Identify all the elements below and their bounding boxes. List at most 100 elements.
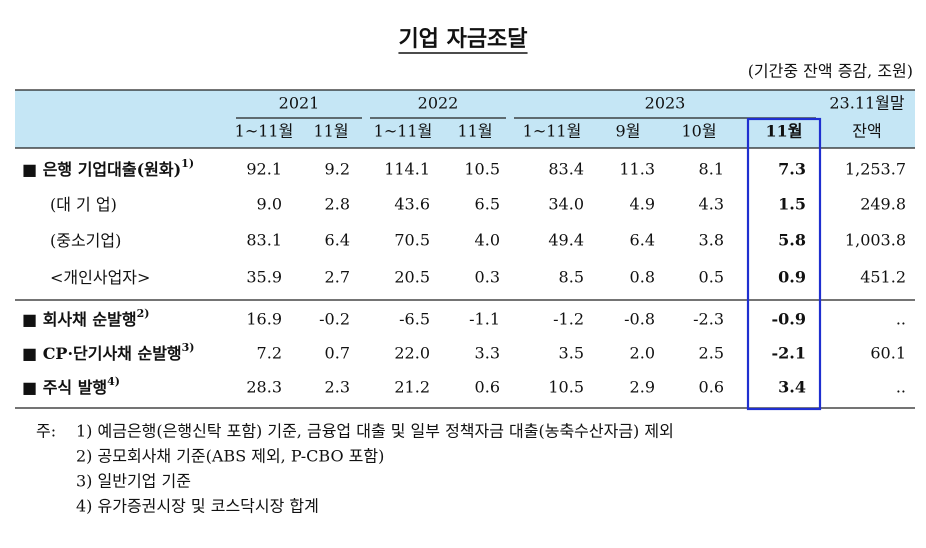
row-note: 2) (137, 307, 150, 320)
cell: 7.2 (257, 344, 282, 363)
cell: 6.4 (325, 231, 350, 250)
highlight-box (746, 117, 822, 411)
row-label-text: <개인사업자> (50, 268, 150, 287)
note: 1) 예금은행(은행신탁 포함) 기준, 금융업 대출 및 일부 정책자금 대출… (76, 422, 674, 441)
cell: 8.5 (559, 268, 584, 287)
cell: 1.5 (778, 195, 806, 214)
cell: 34.0 (548, 195, 584, 214)
title: 기업 자금조달 (398, 26, 527, 52)
cell: -0.8 (624, 310, 655, 329)
sub-header: 9월 (616, 122, 641, 141)
cell: -2.3 (693, 310, 724, 329)
cell: -0.2 (319, 310, 350, 329)
cell: 83.4 (548, 160, 584, 179)
note: 4) 유가증권시장 및 코스닥시장 합계 (76, 497, 319, 516)
cell: 114.1 (384, 160, 430, 179)
year-header: 2023 (645, 94, 686, 113)
cell: 9.2 (325, 160, 350, 179)
cell: 451.2 (860, 268, 906, 287)
cell: 16.9 (246, 310, 282, 329)
sub-header: 1~11월 (235, 122, 294, 141)
notes-prefix: 주: (36, 422, 56, 441)
cell: 0.8 (630, 268, 655, 287)
sub-header: 1~11월 (523, 122, 582, 141)
cell: 8.1 (699, 160, 724, 179)
cell: 0.5 (699, 268, 724, 287)
cell: 0.9 (778, 268, 806, 287)
cell: 9.0 (257, 195, 282, 214)
cell: 92.1 (246, 160, 282, 179)
sub-header: 10월 (681, 122, 716, 141)
cell: 43.6 (394, 195, 430, 214)
cell: 4.3 (699, 195, 724, 214)
cell: .. (896, 378, 906, 397)
sub-header: 11월 (766, 122, 803, 141)
year-header: 2021 (279, 94, 320, 113)
cell: 1,003.8 (845, 231, 906, 250)
cell: 49.4 (548, 231, 584, 250)
row-label: ■ 회사채 순발행2) (22, 307, 149, 329)
row-label-text: ■ CP·단기사채 순발행 (22, 344, 182, 363)
cell: 22.0 (394, 344, 430, 363)
cell: 10.5 (548, 378, 584, 397)
cell: 6.4 (630, 231, 655, 250)
cell: 6.5 (475, 195, 500, 214)
cell: 5.8 (778, 231, 806, 250)
cell: 4.9 (630, 195, 655, 214)
cell: 0.3 (475, 268, 500, 287)
row-label: (중소기업) (50, 231, 121, 250)
cell: 7.3 (778, 160, 806, 179)
row-label: ■ CP·단기사채 순발행3) (22, 341, 195, 363)
row-note: 4) (107, 375, 120, 388)
row-note: 1) (181, 157, 194, 170)
row-label-text: ■ 회사채 순발행 (22, 310, 137, 329)
cell: -0.9 (772, 310, 806, 329)
row-label: (대 기 업) (50, 195, 117, 214)
cell: 4.0 (475, 231, 500, 250)
cell: 60.1 (870, 344, 906, 363)
cell: 28.3 (246, 378, 282, 397)
cell: 2.3 (325, 378, 350, 397)
cell: 3.5 (559, 344, 584, 363)
sub-header: 11월 (313, 122, 348, 141)
cell: 3.4 (778, 378, 806, 397)
cell: 0.6 (475, 378, 500, 397)
row-label-text: (대 기 업) (50, 195, 117, 214)
cell: 83.1 (246, 231, 282, 250)
last-header: 23.11월말 (829, 94, 905, 113)
row-label: ■ 은행 기업대출(원화)1) (22, 157, 194, 179)
cell: 2.0 (630, 344, 655, 363)
cell: 20.5 (394, 268, 430, 287)
last-header: 잔액 (852, 122, 881, 141)
row-label: <개인사업자> (50, 268, 150, 287)
cell: 21.2 (394, 378, 430, 397)
cell: 2.8 (325, 195, 350, 214)
row-label: ■ 주식 발행4) (22, 375, 120, 397)
cell: 1,253.7 (845, 160, 906, 179)
cell: 10.5 (464, 160, 500, 179)
sub-header: 11월 (457, 122, 492, 141)
cell: 249.8 (860, 195, 906, 214)
row-note: 3) (182, 341, 195, 354)
note: 2) 공모회사채 기준(ABS 제외, P-CBO 포함) (76, 447, 384, 466)
cell: -1.2 (553, 310, 584, 329)
year-header: 2022 (418, 94, 459, 113)
cell: 0.7 (325, 344, 350, 363)
cell: 3.8 (699, 231, 724, 250)
cell: 2.7 (325, 268, 350, 287)
row-label-text: (중소기업) (50, 231, 121, 250)
cell: .. (896, 310, 906, 329)
cell: -6.5 (399, 310, 430, 329)
cell: 35.9 (246, 268, 282, 287)
unit: (기간중 잔액 증감, 조원) (748, 62, 913, 81)
row-label-text: ■ 주식 발행 (22, 378, 107, 397)
cell: 11.3 (619, 160, 655, 179)
row-label-text: ■ 은행 기업대출(원화) (22, 160, 181, 179)
cell: 0.6 (699, 378, 724, 397)
note: 3) 일반기업 기준 (76, 472, 191, 491)
sub-header: 1~11월 (374, 122, 433, 141)
cell: 3.3 (475, 344, 500, 363)
cell: -1.1 (469, 310, 500, 329)
cell: 2.5 (699, 344, 724, 363)
